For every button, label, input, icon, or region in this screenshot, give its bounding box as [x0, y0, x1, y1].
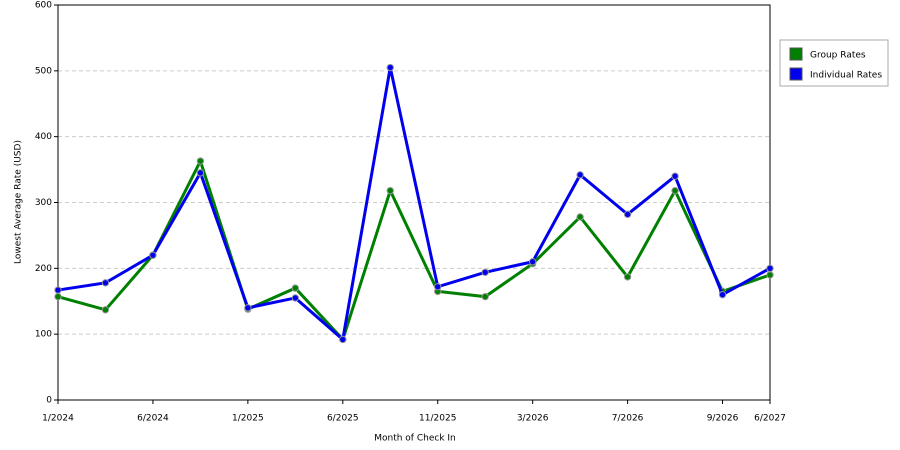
data-point [766, 264, 774, 273]
data-point [244, 304, 252, 312]
series-line [57, 67, 771, 343]
x-tick-label: 6/2027 [754, 414, 786, 424]
x-tick-label: 3/2026 [517, 414, 549, 424]
data-point [386, 63, 394, 72]
legend-swatch [789, 47, 803, 61]
y-tick-label: 600 [35, 1, 52, 11]
data-point [481, 268, 489, 276]
legend-label: Individual Rates [810, 71, 882, 81]
y-tick-label: 200 [35, 264, 52, 274]
x-tick-label: 11/2025 [419, 414, 456, 424]
data-point [54, 286, 62, 294]
data-point [101, 279, 110, 287]
data-point [434, 283, 442, 291]
plot-frame [57, 4, 771, 401]
legend-label: Group Rates [810, 51, 866, 61]
data-point [101, 306, 110, 314]
y-tick-label: 400 [35, 132, 52, 142]
x-axis-label: Month of Check In [374, 434, 456, 444]
y-tick-label: 0 [46, 396, 52, 406]
data-point [386, 186, 394, 195]
x-tick-label: 1/2024 [42, 414, 74, 424]
x-tick-label: 6/2024 [137, 414, 169, 424]
data-point [576, 213, 584, 221]
x-tick-label: 1/2025 [232, 414, 264, 424]
data-point [718, 290, 727, 299]
data-point [291, 284, 300, 292]
data-point [481, 292, 489, 301]
x-tick-label: 9/2026 [707, 414, 739, 424]
data-point [623, 273, 632, 281]
x-tick-label: 7/2026 [612, 414, 644, 424]
data-point [339, 335, 347, 344]
x-tick-label: 6/2025 [327, 414, 359, 424]
y-tick-label: 100 [35, 330, 52, 340]
series-line [57, 157, 771, 343]
y-axis-label: Lowest Average Rate (USD) [14, 140, 24, 264]
data-point [766, 271, 774, 279]
y-tick-label: 300 [35, 198, 52, 208]
data-point [291, 294, 300, 302]
data-point [196, 169, 205, 177]
legend-swatch [789, 67, 803, 81]
data-point [196, 157, 205, 165]
data-point [54, 292, 62, 301]
data-point [528, 258, 537, 266]
data-point [671, 172, 679, 180]
data-point [623, 210, 632, 219]
data-point [576, 171, 584, 179]
data-point [671, 186, 679, 195]
y-tick-label: 500 [35, 66, 52, 76]
data-point [149, 251, 157, 259]
